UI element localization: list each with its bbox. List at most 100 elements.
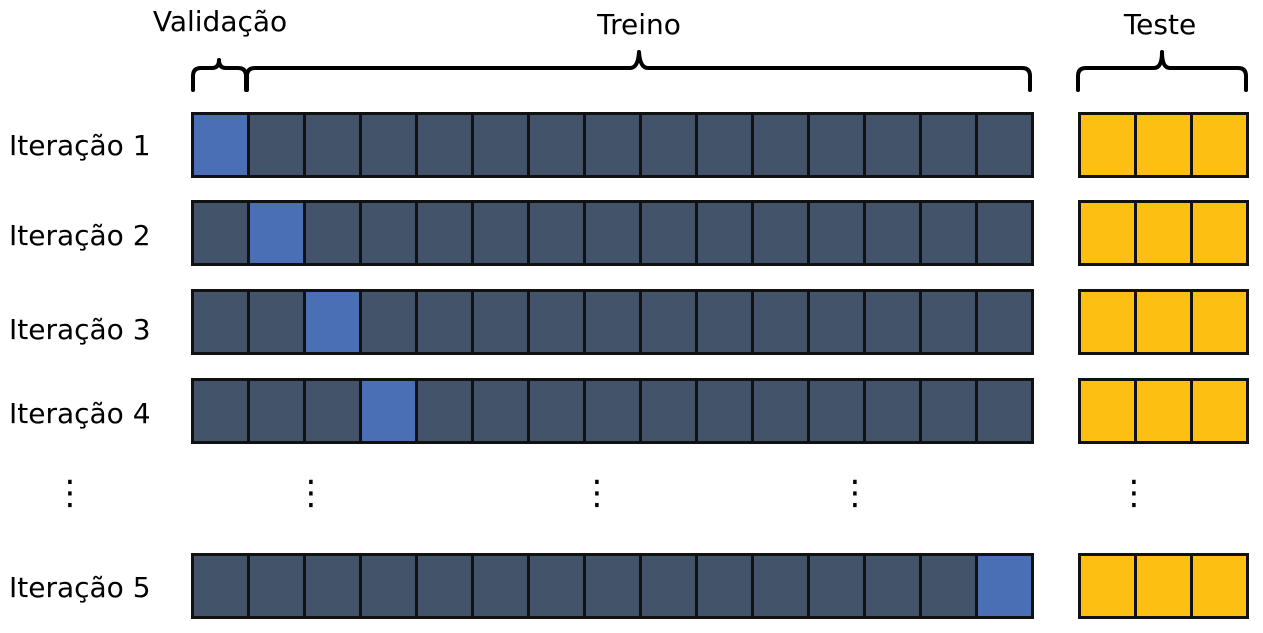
test-block [1190,112,1249,178]
train-brace [245,50,1032,92]
train-fold [527,112,586,178]
train-fold [863,378,922,444]
validation-fold [975,553,1034,619]
train-fold [191,378,250,444]
train-header: Treino [597,8,681,41]
ellipsis-row-label: ⋮ [53,473,87,513]
train-fold [751,200,810,266]
train-fold [751,289,810,355]
train-fold [919,553,978,619]
train-fold [807,200,866,266]
train-fold [807,378,866,444]
validation-header: Validação [152,5,288,38]
train-fold [415,553,474,619]
train-fold [807,289,866,355]
train-fold [247,553,306,619]
test-block [1078,200,1137,266]
train-fold [583,289,642,355]
iteration-label: Iteração 5 [9,571,151,604]
train-fold [527,200,586,266]
train-fold [695,289,754,355]
train-fold [639,553,698,619]
train-fold [527,553,586,619]
train-fold [863,200,922,266]
ellipsis-train-1: ⋮ [294,473,328,513]
train-fold [639,289,698,355]
test-block [1190,289,1249,355]
train-fold [191,200,250,266]
train-fold [751,112,810,178]
train-fold [471,289,530,355]
train-fold [975,289,1034,355]
test-block [1134,553,1193,619]
train-fold [807,112,866,178]
ellipsis-test: ⋮ [1117,473,1151,513]
iteration-label: Iteração 3 [9,313,151,346]
test-block [1078,289,1137,355]
train-fold [919,378,978,444]
train-fold [303,112,362,178]
train-fold [695,200,754,266]
train-fold [975,200,1034,266]
train-fold [583,200,642,266]
test-brace [1076,50,1248,92]
train-fold [415,200,474,266]
test-block [1190,553,1249,619]
test-block [1134,200,1193,266]
validation-fold [359,378,418,444]
test-header: Teste [1123,8,1197,41]
ellipsis-train-3: ⋮ [838,473,872,513]
train-fold [919,200,978,266]
ellipsis-train-2: ⋮ [580,473,614,513]
train-fold [359,112,418,178]
validation-fold [303,289,362,355]
train-fold [471,553,530,619]
train-fold [303,200,362,266]
train-fold [359,553,418,619]
train-fold [527,378,586,444]
train-fold [471,200,530,266]
train-fold [863,553,922,619]
train-fold [639,378,698,444]
train-fold [751,553,810,619]
train-fold [247,289,306,355]
train-fold [863,112,922,178]
train-fold [247,378,306,444]
iteration-label: Iteração 1 [9,129,151,162]
header-braces [191,50,1248,92]
test-block [1134,112,1193,178]
train-fold [975,112,1034,178]
train-fold [527,289,586,355]
validation-fold [191,112,250,178]
train-fold [415,289,474,355]
train-fold [751,378,810,444]
train-fold [471,112,530,178]
iteration-label: Iteração 2 [9,219,151,252]
train-fold [303,553,362,619]
train-fold [695,378,754,444]
train-fold [863,289,922,355]
validation-fold [247,200,306,266]
train-fold [415,112,474,178]
test-block [1134,378,1193,444]
train-fold [975,378,1034,444]
train-fold [919,112,978,178]
validation-brace [191,58,248,92]
train-fold [695,553,754,619]
train-fold [415,378,474,444]
test-block [1078,112,1137,178]
train-fold [359,289,418,355]
train-fold [695,112,754,178]
train-fold [583,112,642,178]
train-fold [583,553,642,619]
train-fold [191,289,250,355]
train-fold [359,200,418,266]
test-block [1134,289,1193,355]
train-fold [247,112,306,178]
train-fold [807,553,866,619]
test-block [1190,378,1249,444]
train-fold [303,378,362,444]
train-fold [583,378,642,444]
train-fold [919,289,978,355]
train-fold [639,200,698,266]
